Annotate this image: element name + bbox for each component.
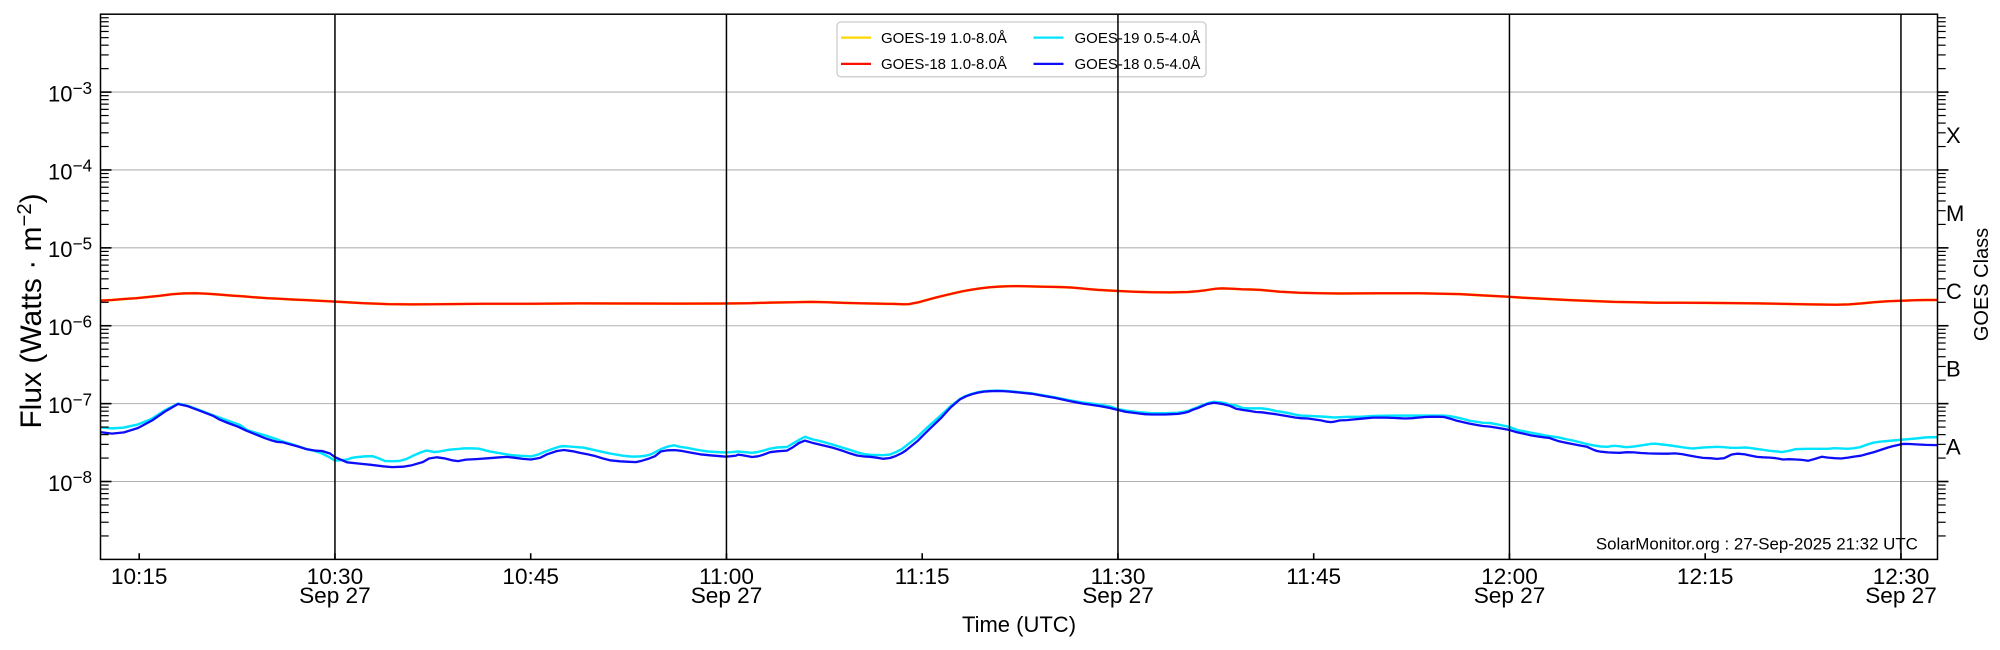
- svg-text:B: B: [1946, 357, 1961, 382]
- svg-text:SolarMonitor.org : 27-Sep-2025: SolarMonitor.org : 27-Sep-2025 21:32 UTC: [1596, 534, 1918, 553]
- svg-text:Sep 27: Sep 27: [691, 583, 763, 608]
- svg-text:Time (UTC): Time (UTC): [962, 612, 1076, 637]
- svg-text:10:15: 10:15: [111, 564, 168, 589]
- svg-text:GOES-19 0.5-4.0Å: GOES-19 0.5-4.0Å: [1075, 30, 1201, 47]
- svg-text:11:45: 11:45: [1286, 564, 1341, 589]
- svg-text:A: A: [1946, 435, 1961, 460]
- svg-text:C: C: [1946, 279, 1962, 304]
- svg-text:10:45: 10:45: [502, 564, 559, 589]
- svg-text:12:15: 12:15: [1677, 564, 1734, 589]
- svg-text:M: M: [1946, 201, 1964, 226]
- svg-text:11:15: 11:15: [895, 564, 950, 589]
- svg-text:10:30: 10:30: [307, 564, 364, 589]
- svg-text:Sep 27: Sep 27: [1474, 583, 1546, 608]
- svg-text:12:00: 12:00: [1481, 564, 1538, 589]
- svg-text:12:30: 12:30: [1873, 564, 1930, 589]
- svg-text:Flux (Watts · m−2): Flux (Watts · m−2): [14, 193, 48, 428]
- svg-text:Sep 27: Sep 27: [1082, 583, 1154, 608]
- svg-text:GOES-18 0.5-4.0Å: GOES-18 0.5-4.0Å: [1075, 56, 1201, 73]
- svg-text:GOES-19 1.0-8.0Å: GOES-19 1.0-8.0Å: [881, 30, 1007, 47]
- svg-text:X: X: [1946, 123, 1961, 148]
- svg-text:11:30: 11:30: [1091, 564, 1146, 589]
- svg-text:Sep 27: Sep 27: [1865, 583, 1937, 608]
- svg-text:10−3: 10−3: [48, 78, 92, 107]
- svg-text:GOES-18 1.0-8.0Å: GOES-18 1.0-8.0Å: [881, 56, 1007, 73]
- svg-text:Sep 27: Sep 27: [299, 583, 371, 608]
- svg-text:GOES Class: GOES Class: [1971, 228, 1993, 341]
- svg-text:11:00: 11:00: [699, 564, 754, 589]
